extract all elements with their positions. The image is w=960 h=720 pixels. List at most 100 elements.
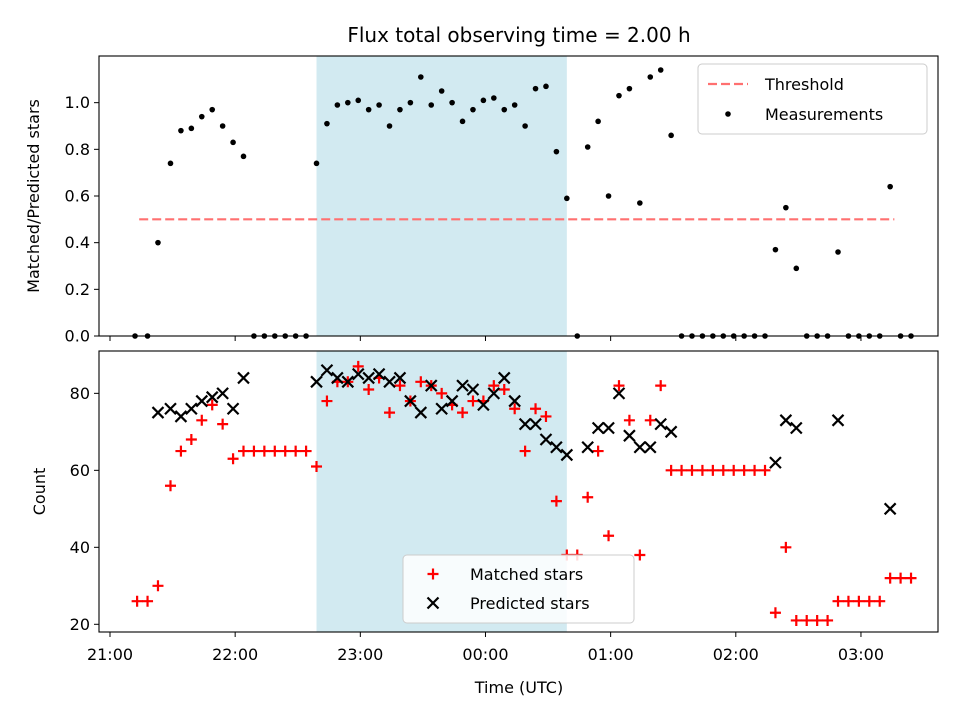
measurement-point <box>407 99 414 106</box>
predicted-star-point <box>550 440 563 454</box>
matched-star-point <box>498 383 510 395</box>
predicted-star-point <box>226 402 240 416</box>
matched-star-point <box>238 445 250 457</box>
predicted-star-point <box>383 375 396 389</box>
measurement-point <box>616 92 622 99</box>
predicted-star-point <box>602 421 615 435</box>
predicted-star-point <box>539 433 553 446</box>
predicted-star-point <box>424 379 438 392</box>
measurement-point <box>605 193 612 199</box>
measurement-point <box>793 265 800 272</box>
x-tick-label: 22:00 <box>212 645 258 664</box>
matched-star-point <box>217 418 229 430</box>
measurement-point <box>198 113 205 120</box>
matched-star-point <box>311 460 323 472</box>
matched-star-point <box>384 407 396 419</box>
series-predicted-stars <box>151 363 897 516</box>
matched-star-point <box>164 480 176 492</box>
matched-star-point <box>780 541 792 553</box>
matched-star-point <box>142 595 154 607</box>
measurement-point <box>657 67 664 73</box>
matched-star-point <box>884 572 896 584</box>
measurement-point <box>835 249 841 255</box>
top-y-tick-label: 0.8 <box>65 140 90 159</box>
measurement-point <box>178 127 184 134</box>
matched-star-point <box>749 464 761 476</box>
matched-star-point <box>696 464 708 476</box>
matched-star-point <box>811 614 823 626</box>
matched-star-point <box>300 445 312 457</box>
predicted-star-point <box>591 421 605 435</box>
matched-star-point <box>290 445 302 457</box>
legend-matched-swatch <box>427 568 439 580</box>
predicted-star-point <box>654 417 667 431</box>
matched-star-point <box>655 380 667 392</box>
measurement-point <box>564 195 570 202</box>
matched-star-point <box>717 464 729 476</box>
bottom-y-axis-label: Count <box>30 468 49 516</box>
measurement-point <box>418 74 424 80</box>
predicted-star-point <box>497 371 511 385</box>
predicted-star-point <box>790 421 803 435</box>
measurement-point <box>459 118 466 125</box>
measurement-point <box>553 148 560 155</box>
matched-star-point <box>206 399 218 411</box>
predicted-star-point <box>372 367 386 381</box>
matched-star-point <box>863 595 875 607</box>
legend-matched-label: Matched stars <box>470 565 583 584</box>
predicted-star-point <box>643 440 657 454</box>
predicted-star-point <box>310 375 323 389</box>
predicted-star-point <box>341 375 355 389</box>
matched-star-point <box>509 403 521 415</box>
predicted-star-point <box>769 456 782 469</box>
bottom-y-tick-label: 80 <box>70 384 90 403</box>
matched-star-point <box>185 434 197 446</box>
measurement-point <box>167 160 174 167</box>
top-y-tick-label: 0.0 <box>65 327 90 346</box>
predicted-star-point <box>216 387 229 400</box>
matched-star-point <box>832 595 844 607</box>
matched-star-point <box>196 414 208 426</box>
measurement-point <box>626 85 633 92</box>
legend-predicted-swatch <box>426 596 440 610</box>
matched-star-point <box>665 464 677 476</box>
matched-star-point <box>759 464 771 476</box>
measurement-point <box>772 246 779 253</box>
matched-star-point <box>436 387 448 399</box>
predicted-star-point <box>831 414 845 427</box>
predicted-star-point <box>883 502 897 516</box>
predicted-star-point <box>151 406 165 419</box>
measurement-point <box>155 239 161 246</box>
measurement-point <box>511 102 518 108</box>
measurement-point <box>313 160 320 167</box>
top-plot-frame <box>98 55 939 337</box>
matched-star-point <box>905 572 917 584</box>
measurement-point <box>188 125 195 132</box>
x-axis-label: Time (UTC) <box>474 678 563 697</box>
matched-star-point <box>363 383 375 395</box>
matched-star-point <box>582 491 594 503</box>
measurement-point <box>345 99 351 106</box>
series-measurements <box>132 67 914 339</box>
x-tick-label: 21:00 <box>87 645 133 664</box>
matched-star-point <box>790 614 802 626</box>
predicted-star-point <box>237 371 250 385</box>
top-highlight-span <box>316 56 567 336</box>
matched-star-point <box>769 607 781 619</box>
matched-star-point <box>634 549 646 561</box>
predicted-star-point <box>466 383 480 396</box>
predicted-star-point <box>362 371 375 385</box>
measurement-point <box>501 106 508 113</box>
matched-star-point <box>822 614 834 626</box>
measurement-point <box>491 95 497 101</box>
matched-star-point <box>842 595 854 607</box>
matched-star-point <box>467 395 479 407</box>
measurement-point <box>543 83 549 90</box>
predicted-star-point <box>320 363 334 377</box>
matched-star-point <box>248 445 260 457</box>
matched-star-point <box>738 464 750 476</box>
top-y-tick-label: 0.2 <box>65 280 90 299</box>
matched-star-point <box>519 445 531 457</box>
matched-star-point <box>131 595 143 607</box>
